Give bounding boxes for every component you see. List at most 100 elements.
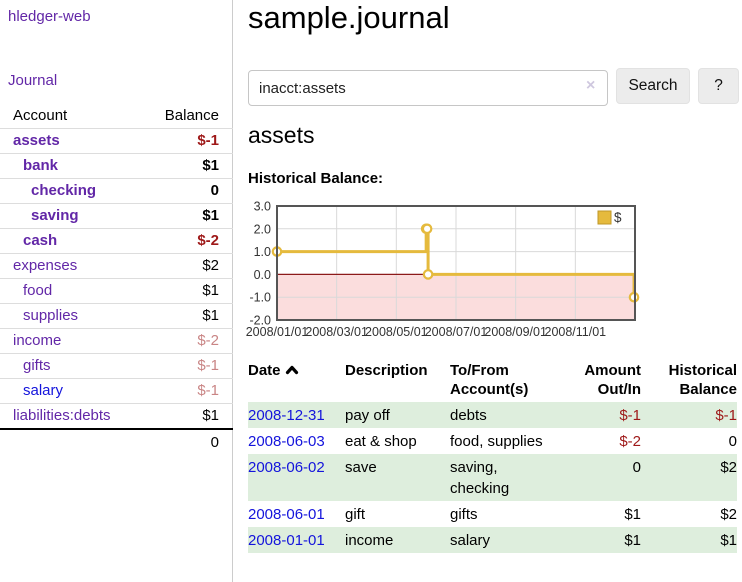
column-header-date-label: Date <box>248 362 281 379</box>
clear-search-icon[interactable]: × <box>586 77 596 94</box>
transaction-amount-cell: $-1 <box>551 402 641 428</box>
transaction-row: 2008-01-01 income salary $1 $1 <box>248 527 737 553</box>
chart-canvas: $3.0 2.0 1.0 0.0 -1.0 -2.02008/01/012008/03/0… <box>246 200 640 339</box>
account-link[interactable]: bank <box>23 157 59 174</box>
transaction-row: 2008-06-02 save saving, checking 0 $2 <box>248 454 737 501</box>
account-balance: $-2 <box>197 332 219 349</box>
column-header-description[interactable]: Description <box>345 362 428 379</box>
accounts-rows: assets $-1 bank $1 checking 0 saving $1 cash $-2 e… <box>0 129 233 428</box>
legend-label: $ <box>614 210 622 225</box>
account-link[interactable]: checking <box>31 182 97 199</box>
x-tick-label: 2008/01/01 <box>246 325 309 339</box>
transaction-date-link[interactable]: 2008-12-31 <box>248 406 325 424</box>
data-point-marker <box>421 223 433 235</box>
transaction-date-link-cell: 2008-06-03 <box>248 428 345 454</box>
column-header-date[interactable]: Date <box>248 358 345 402</box>
account-row-saving: saving $1 <box>0 204 233 229</box>
transaction-date-link[interactable]: 2008-01-01 <box>248 531 325 549</box>
sidebar: hledger-web Journal Account Balance asse… <box>0 0 233 582</box>
account-row-expenses: expenses $2 <box>0 254 233 279</box>
account-link[interactable]: salary <box>23 382 64 399</box>
accounts-header-account: Account <box>13 107 68 124</box>
main-content: sample.journal × Search ? assets Histori… <box>245 0 742 582</box>
account-row-liabilities-debts: liabilities:debts $1 <box>0 404 233 428</box>
x-tick-label: 2008/03/01 <box>305 325 368 339</box>
y-tick-label: 3.0 <box>254 200 271 214</box>
search-button[interactable]: Search <box>616 68 690 104</box>
account-link[interactable]: supplies <box>23 307 79 324</box>
search-input[interactable] <box>248 70 608 106</box>
search-form: × Search ? <box>248 68 739 106</box>
accounts-header: Account Balance <box>0 103 233 129</box>
account-link[interactable]: saving <box>31 207 79 224</box>
help-button[interactable]: ? <box>698 68 739 104</box>
transaction-amount-cell: $1 <box>624 505 641 523</box>
transaction-date-link-cell: 2008-12-31 <box>248 402 345 428</box>
transaction-row: 2008-06-03 eat & shop food, supplies $-2 0 <box>248 428 737 454</box>
account-row-food: food $1 <box>0 279 233 304</box>
transaction-balance-cell: 0 <box>728 432 737 450</box>
account-balance: $2 <box>202 257 219 274</box>
account-row-salary: salary $-1 <box>0 379 233 404</box>
account-balance: $-1 <box>197 382 219 399</box>
column-header-amount[interactable]: Amount Out/In <box>584 362 641 398</box>
app-brand-link[interactable]: hledger-web <box>8 8 91 25</box>
register-header-row: Date Description To/From Account(s) Amou… <box>248 358 737 402</box>
account-link[interactable]: food <box>23 282 53 299</box>
y-tick-label: -2.0 <box>249 314 271 328</box>
accounts-tree: Account Balance assets $-1 bank $1 checking 0… <box>0 103 233 456</box>
column-header-balance[interactable]: Historical Balance <box>668 362 737 398</box>
transaction-balance-cell: $2 <box>641 454 737 501</box>
transaction-date-link[interactable]: 2008-06-01 <box>248 505 325 523</box>
y-tick-label: 1.0 <box>254 245 271 259</box>
transaction-description-cell: gift <box>345 505 366 523</box>
account-link[interactable]: assets <box>13 132 60 149</box>
transaction-date-link[interactable]: 2008-06-02 <box>248 458 325 476</box>
transaction-description-cell: income <box>345 527 450 553</box>
transaction-description-cell: pay off <box>345 402 450 428</box>
transaction-date-link-cell: 2008-06-01 <box>248 501 345 527</box>
data-point-marker <box>422 269 434 280</box>
transaction-balance-cell: $2 <box>720 505 737 523</box>
account-page-title: assets <box>248 122 315 148</box>
account-balance: $1 <box>202 282 219 299</box>
register-table: Date Description To/From Account(s) Amou… <box>248 358 737 553</box>
x-tick-label: 2008/07/01 <box>425 325 488 339</box>
sidebar-item-journal[interactable]: Journal <box>8 72 58 89</box>
transaction-accounts-cell: salary <box>450 527 551 553</box>
account-link[interactable]: gifts <box>23 357 51 374</box>
transaction-amount-cell: 0 <box>551 454 641 501</box>
account-balance: $1 <box>202 207 219 224</box>
x-tick-label: 2008/11/01 <box>545 325 607 339</box>
account-link[interactable]: cash <box>23 232 58 249</box>
transaction-description-cell: save <box>345 454 450 501</box>
plot-border <box>276 205 636 321</box>
transaction-date-link[interactable]: 2008-06-03 <box>248 432 325 450</box>
account-balance: $-1 <box>197 357 219 374</box>
account-link[interactable]: income <box>13 332 62 349</box>
transaction-date-link-cell: 2008-06-02 <box>248 454 345 501</box>
account-row-gifts: gifts $-1 <box>0 354 233 379</box>
transaction-amount-cell: $1 <box>551 527 641 553</box>
y-tick-label: -1.0 <box>249 291 271 305</box>
transaction-balance-cell: $-1 <box>641 402 737 428</box>
historical-balance-chart: $3.0 2.0 1.0 0.0 -1.0 -2.0 2008/01/01 2008/03/0… <box>245 198 705 348</box>
accounts-total: 0 <box>0 428 233 456</box>
account-link[interactable]: expenses <box>13 257 78 274</box>
account-link[interactable]: liabilities:debts <box>13 407 111 424</box>
transaction-accounts-cell: gifts <box>450 505 478 523</box>
account-row-checking: checking 0 <box>0 179 233 204</box>
account-row-cash: cash $-2 <box>0 229 233 254</box>
account-balance: $1 <box>202 407 219 424</box>
account-row-bank: bank $1 <box>0 154 233 179</box>
account-balance: $1 <box>202 307 219 324</box>
transaction-amount-cell: $-2 <box>619 432 641 450</box>
chart-title: Historical Balance: <box>248 170 384 187</box>
column-header-accounts[interactable]: To/From Account(s) <box>450 362 529 398</box>
transaction-accounts-cell: saving, checking <box>450 454 551 501</box>
account-row-assets: assets $-1 <box>0 129 233 154</box>
x-tick-label: 2008/05/01 <box>365 325 428 339</box>
page-title: sample.journal <box>248 0 450 35</box>
account-row-income: income $-2 <box>0 329 233 354</box>
x-tick-label: 2008/09/01 <box>484 325 547 339</box>
